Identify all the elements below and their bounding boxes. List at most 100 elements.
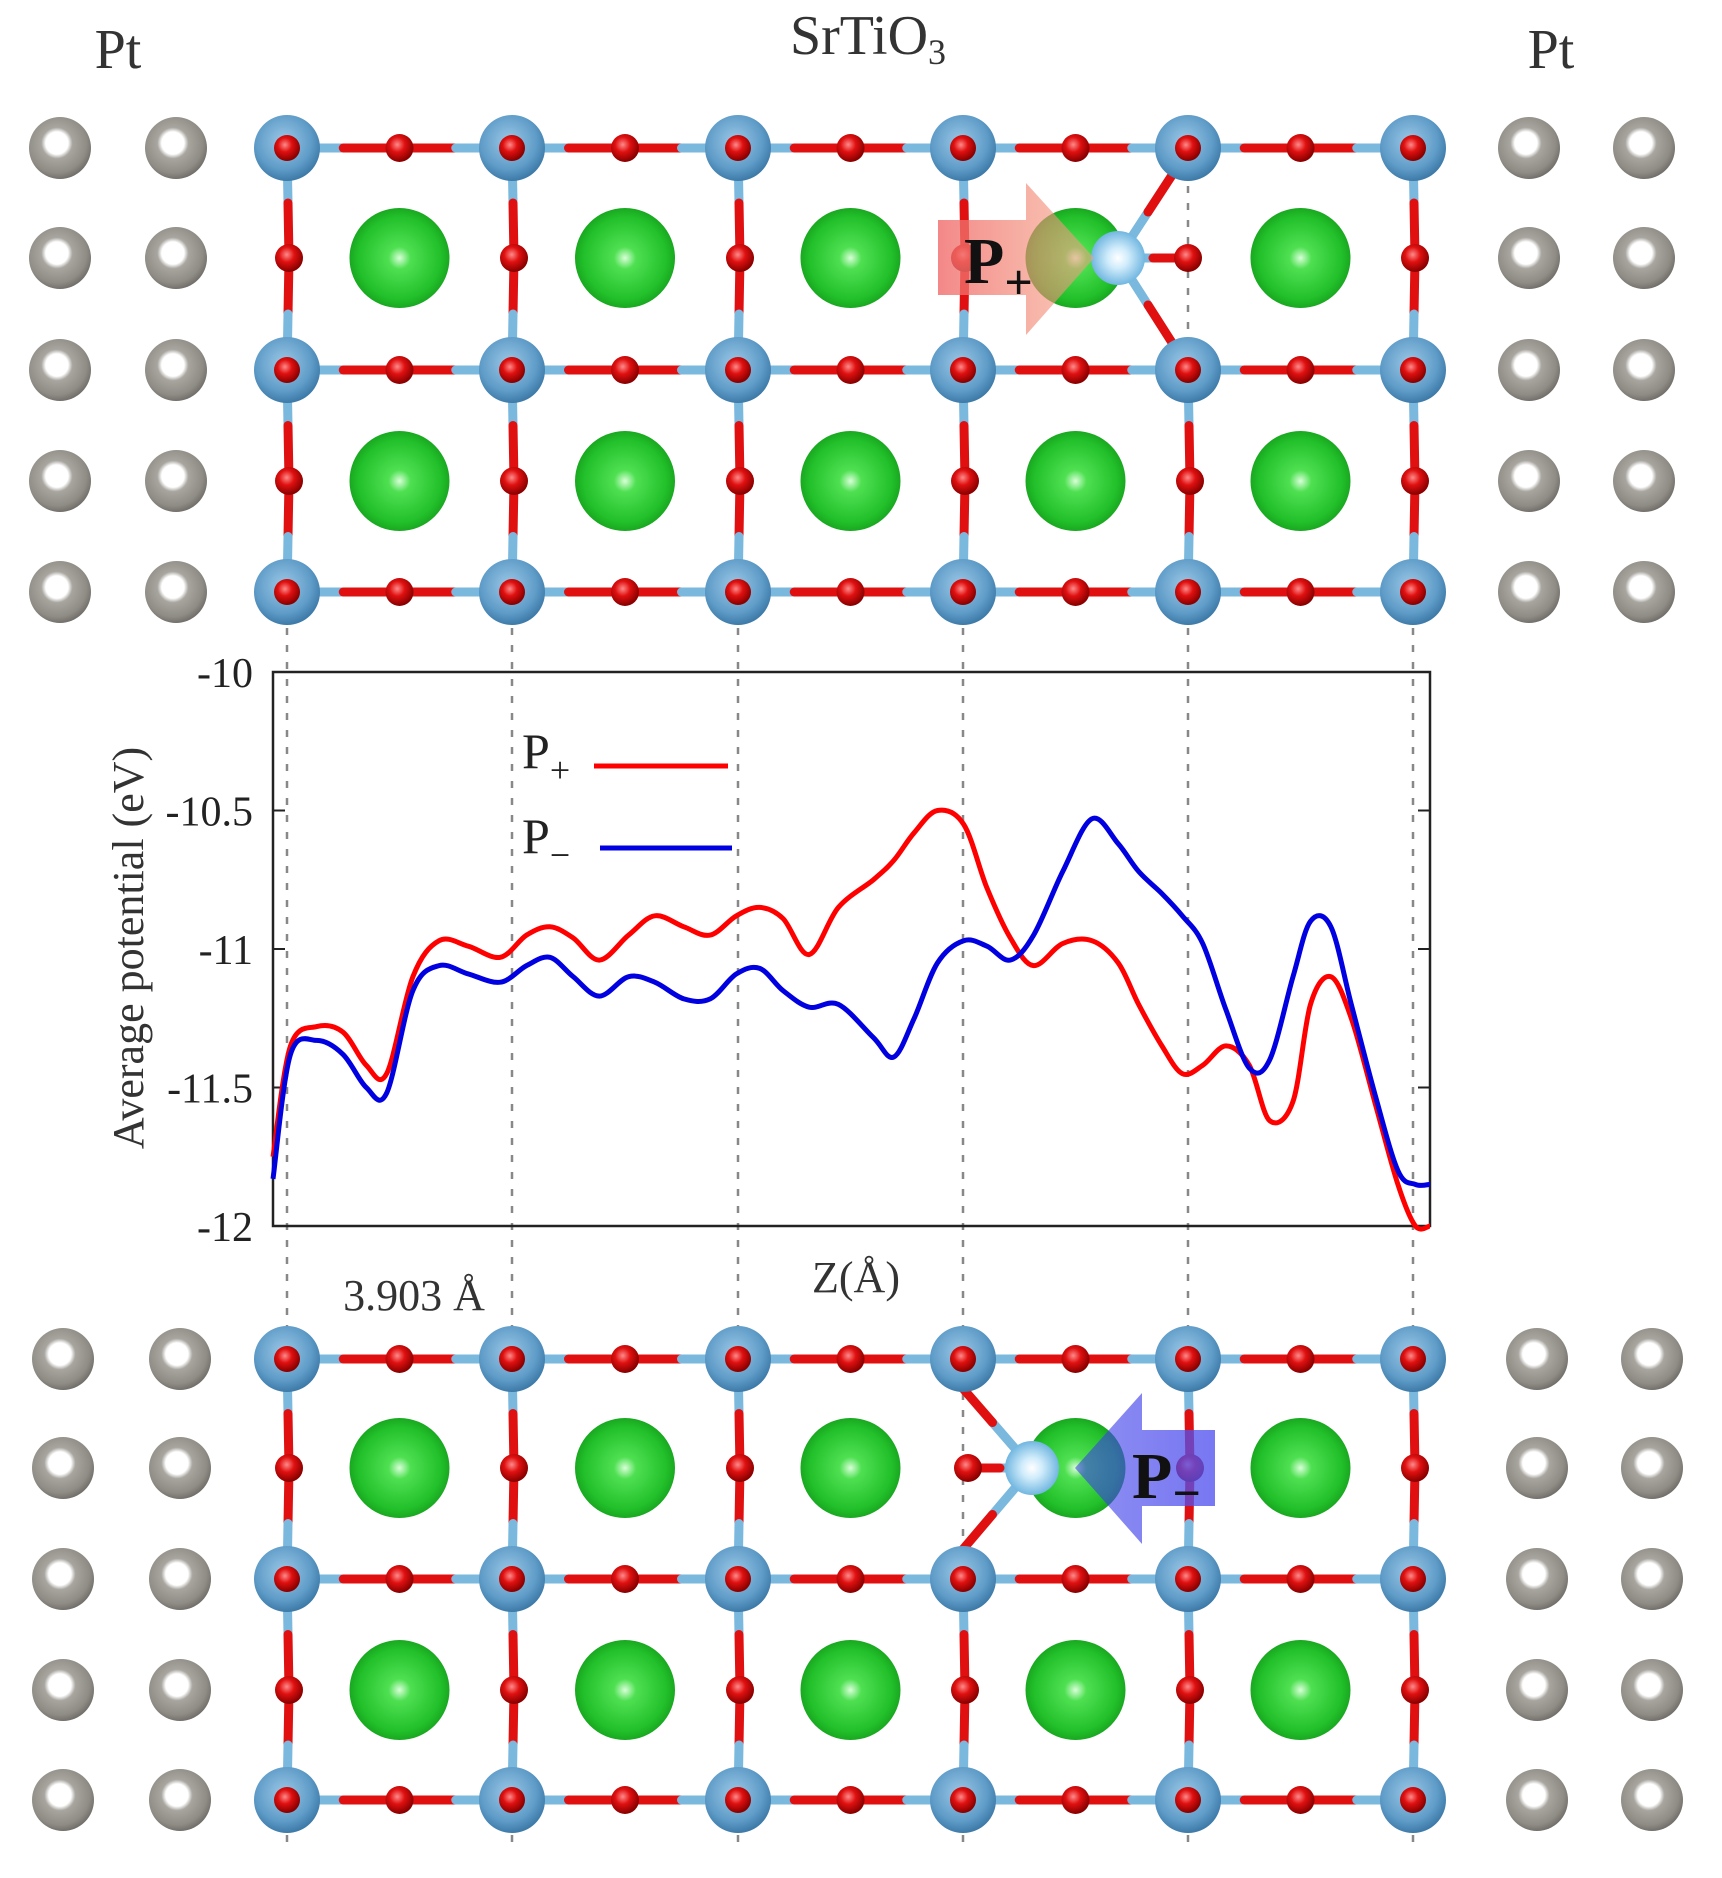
pt-atom [1621, 1437, 1683, 1499]
sr-atom [575, 208, 675, 308]
o-atom [275, 467, 303, 495]
y-ticks: -10 -10.5 -11 -11.5 -12 [166, 651, 1430, 1251]
sr-atom [349, 208, 450, 308]
structure-p-minus [32, 1326, 1683, 1833]
ti-atom-displaced [1091, 231, 1145, 285]
o-atom [1401, 467, 1429, 495]
lattice-spacing-label: 3.903 Å [343, 1271, 485, 1320]
y-tick-label: -11 [199, 928, 253, 974]
pt-atom [1506, 1659, 1568, 1721]
o-atom [836, 1345, 865, 1373]
sr-atom [1250, 1418, 1351, 1518]
o-atom [950, 135, 976, 161]
o-atom [836, 1786, 865, 1814]
pt-atom [1506, 1328, 1568, 1390]
o-atom [836, 1565, 865, 1593]
o-atom [954, 1454, 982, 1482]
o-atom [275, 1676, 303, 1704]
o-atom [385, 1565, 414, 1593]
sr-atom [575, 431, 675, 531]
arrow-p-plus-label: P+ [964, 225, 1033, 310]
series-line-p-plus [270, 807, 1431, 1232]
o-atom [1174, 244, 1202, 272]
series-lines [270, 807, 1431, 1232]
o-atom [1400, 1566, 1426, 1592]
o-atom [726, 1454, 754, 1482]
legend-label-p-minus: P− [522, 808, 570, 875]
pt-atom [145, 117, 207, 179]
pt-atom [1498, 561, 1560, 623]
o-atom [725, 135, 751, 161]
pt-atom [32, 1548, 94, 1610]
o-atom [951, 1676, 979, 1704]
o-atom [500, 244, 528, 272]
o-atom [725, 579, 751, 605]
sr-atom [349, 1640, 450, 1740]
pt-atom [149, 1328, 211, 1390]
o-atom [1175, 1787, 1201, 1813]
pt-atom [149, 1769, 211, 1831]
pt-atom [1621, 1328, 1683, 1390]
o-atom [1400, 1346, 1426, 1372]
o-atom [1175, 1566, 1201, 1592]
o-atom [500, 467, 528, 495]
sr-atom [575, 1640, 675, 1740]
o-atom [951, 467, 979, 495]
o-atom [611, 578, 639, 606]
o-atom [1401, 1676, 1429, 1704]
y-tick-label: -10 [197, 651, 253, 697]
sr-atom [800, 431, 901, 531]
o-atom [611, 1565, 639, 1593]
pt-atom [1613, 561, 1675, 623]
o-atom [726, 467, 754, 495]
o-atom [1175, 357, 1201, 383]
o-atom [274, 1787, 300, 1813]
left-metal-label: Pt [95, 19, 142, 81]
pt-atom [32, 1328, 94, 1390]
pt-atom [32, 1437, 94, 1499]
o-atom [1286, 578, 1315, 606]
o-atom [385, 134, 414, 162]
o-atom [499, 579, 525, 605]
series-line-p-minus [270, 815, 1431, 1188]
right-metal-label: Pt [1528, 19, 1575, 81]
o-atom [611, 356, 639, 384]
arrow-p-plus [938, 183, 1094, 335]
pt-atom [149, 1437, 211, 1499]
pt-atom [29, 339, 91, 401]
o-atom [1175, 579, 1201, 605]
sr-atom [1025, 1640, 1126, 1740]
o-atom [1061, 1565, 1090, 1593]
o-atom [611, 1786, 639, 1814]
o-atom [1286, 134, 1315, 162]
pt-atom [1498, 339, 1560, 401]
o-atom [499, 1566, 525, 1592]
pt-atom [1506, 1769, 1568, 1831]
o-atom [611, 1345, 639, 1373]
o-atom [726, 244, 754, 272]
chart: -10 -10.5 -11 -11.5 -12 Average potential (e… [104, 651, 1432, 1320]
o-atom [950, 579, 976, 605]
pt-atom [1613, 450, 1675, 512]
legend: P+ P− [522, 723, 732, 875]
o-atom [950, 1346, 976, 1372]
o-atom [836, 356, 865, 384]
o-atom [725, 1566, 751, 1592]
o-atom [1400, 135, 1426, 161]
o-atom [836, 134, 865, 162]
o-atom [1176, 1676, 1204, 1704]
pt-atom [1621, 1769, 1683, 1831]
y-tick-label: -11.5 [167, 1067, 253, 1113]
o-atom [385, 1786, 414, 1814]
y-axis-label: Average potential (eV) [104, 747, 153, 1149]
arrow-p-minus [1075, 1393, 1215, 1544]
sr-atom [800, 1418, 901, 1518]
legend-label-p-plus: P+ [522, 723, 570, 790]
o-atom [1286, 356, 1315, 384]
y-tick-label: -12 [197, 1205, 253, 1251]
o-atom [725, 1787, 751, 1813]
ti-atom-displaced [1005, 1441, 1059, 1495]
pt-atom [1621, 1548, 1683, 1610]
pt-atom [32, 1769, 94, 1831]
sr-atom [349, 1418, 450, 1518]
